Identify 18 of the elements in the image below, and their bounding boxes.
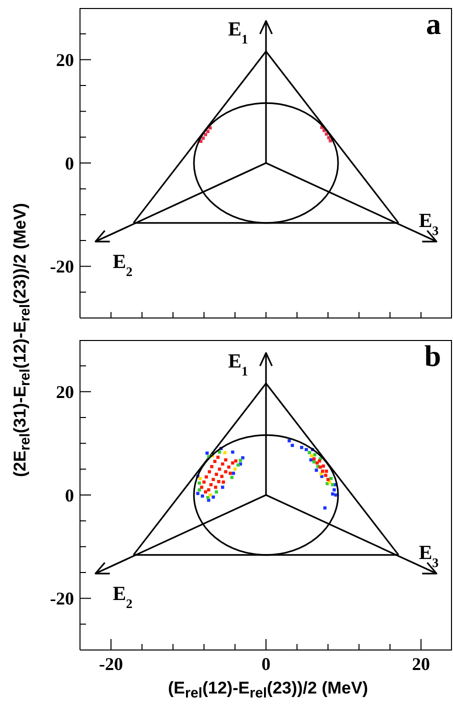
x-axis-title: (E$_{rel}$(12)-E$_{rel}$(23))/2 (MeV) — [168, 678, 368, 702]
annotation: E$_{2}$ — [112, 251, 133, 279]
y-tick-label: -20 — [50, 588, 74, 609]
y-tick-label: 0 — [65, 485, 74, 506]
annotation: E$_{1}$ — [228, 18, 248, 46]
x-tick-label: 0 — [262, 654, 270, 674]
annotation: E$_{3}$ — [418, 542, 440, 570]
y-tick-label: 20 — [56, 382, 74, 402]
annotation: a — [426, 8, 441, 41]
y-tick-label: -20 — [50, 256, 74, 277]
annotation: E$_{1}$ — [228, 350, 248, 378]
y-tick-label: 20 — [56, 50, 74, 70]
annotation: E$_{2}$ — [112, 583, 133, 611]
annotation: b — [424, 340, 441, 373]
annotation: E$_{3}$ — [418, 210, 440, 238]
x-tick-label: 20 — [412, 654, 430, 674]
y-tick-label: 0 — [65, 153, 74, 174]
x-tick-label: -20 — [99, 654, 123, 674]
